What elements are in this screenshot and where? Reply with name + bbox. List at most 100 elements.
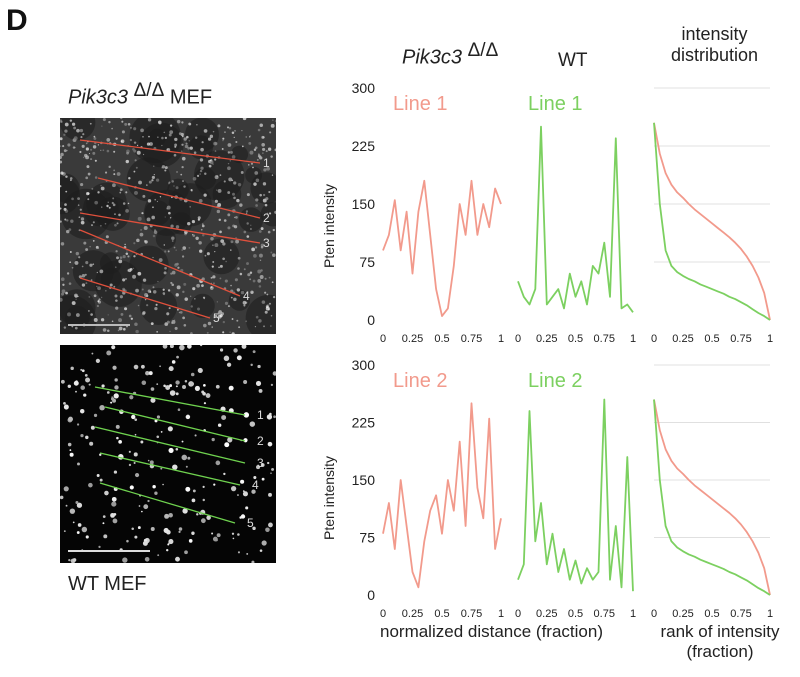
wt-texture-speck <box>189 381 195 387</box>
ko-texture-speck <box>101 125 103 127</box>
ko-texture-speck <box>69 119 73 122</box>
ko-texture-speck <box>214 243 219 248</box>
ko-texture-speck <box>163 244 166 246</box>
ko-texture-dark <box>260 202 276 227</box>
series-line-1 <box>517 125 634 313</box>
wt-texture-speck <box>168 447 174 453</box>
wt-line-number-3: 3 <box>257 456 264 470</box>
wt-texture-speck <box>186 345 192 349</box>
ko-texture-speck <box>188 246 191 249</box>
ko-micrograph-image: 1 2 3 4 5 <box>60 118 276 334</box>
ko-texture-speck <box>262 193 266 197</box>
series-line-1 <box>653 122 771 321</box>
ko-texture-speck <box>66 272 70 275</box>
wt-texture-speck <box>233 348 238 353</box>
ko-texture-speck <box>115 250 118 253</box>
x-tick-label: 0.75 <box>594 608 615 620</box>
ko-texture-speck <box>60 207 62 210</box>
ko-texture-speck <box>169 217 172 219</box>
chart-panel-3: 0 0.25 0.5 0.75 1 <box>651 87 773 345</box>
ko-micrograph-label: Pik3c3 Δ/Δ MEF <box>68 80 212 110</box>
ko-texture-speck <box>164 266 167 270</box>
ko-texture-speck <box>245 212 248 215</box>
x-tick-label: 1 <box>630 608 636 620</box>
ko-texture-speck <box>75 251 80 256</box>
wt-texture-speck <box>168 512 173 518</box>
ko-texture-speck <box>118 318 122 323</box>
ko-texture-speck <box>115 299 118 302</box>
wt-texture-speck <box>181 454 188 461</box>
ko-texture-speck <box>246 222 249 225</box>
ko-texture-speck <box>150 322 154 326</box>
ko-micrograph-label-name: Pik3c3 <box>68 86 129 109</box>
ko-texture-speck <box>78 229 81 232</box>
ko-texture-speck <box>181 143 184 146</box>
ko-line-5 <box>79 277 211 319</box>
ko-texture-speck <box>90 313 93 316</box>
ko-texture-speck <box>217 124 221 128</box>
wt-texture-speck <box>178 527 183 531</box>
ko-texture-speck <box>216 189 218 191</box>
ko-texture-speck <box>157 136 159 139</box>
wt-texture-speck <box>167 543 170 546</box>
ko-texture-speck <box>97 300 100 303</box>
wt-texture-speck <box>114 385 119 390</box>
ko-texture-speck <box>243 304 246 307</box>
ko-texture-speck <box>144 240 148 244</box>
ko-texture-speck <box>142 278 147 282</box>
wt-texture-speck <box>126 539 129 543</box>
wt-texture-speck <box>113 393 119 399</box>
ko-texture-speck <box>124 122 128 126</box>
ko-texture-speck <box>74 326 78 330</box>
wt-texture-speck <box>70 366 74 371</box>
y-tick-label: 300 <box>352 80 376 96</box>
ko-texture-speck <box>126 151 129 155</box>
ko-texture-speck <box>225 260 227 263</box>
ko-texture-speck <box>179 311 183 314</box>
ko-texture-speck <box>231 131 235 135</box>
ko-texture-speck <box>212 244 214 246</box>
ko-texture-speck <box>104 171 108 174</box>
wt-texture-speck <box>67 384 72 388</box>
wt-texture-speck <box>252 350 256 354</box>
ko-line-number-2: 2 <box>263 211 270 225</box>
ko-texture-speck <box>92 145 97 149</box>
ko-texture-speck <box>115 306 119 310</box>
ko-texture-speck <box>152 290 157 294</box>
ko-texture-speck <box>114 213 116 215</box>
ko-texture-speck <box>180 150 183 153</box>
wt-texture-speck <box>133 364 139 370</box>
ko-texture-speck <box>182 290 185 294</box>
ko-texture-speck <box>257 269 262 274</box>
ko-texture-speck <box>212 275 216 279</box>
ko-texture-speck <box>87 172 91 176</box>
ko-texture-speck <box>174 326 178 330</box>
ko-texture-speck <box>243 230 247 234</box>
wt-texture-speck <box>190 372 195 377</box>
ko-micrograph: 1 2 3 4 5 <box>60 118 276 334</box>
ko-texture-speck <box>71 122 76 126</box>
ko-texture-speck <box>222 242 226 246</box>
ko-texture-speck <box>89 263 93 267</box>
ko-texture-dark <box>139 122 184 168</box>
ko-texture-speck <box>92 221 95 224</box>
ko-texture-speck <box>93 137 97 140</box>
x-tick-label: 0 <box>651 333 657 345</box>
wt-texture-speck <box>79 408 85 414</box>
ko-texture-speck <box>142 153 145 156</box>
ko-texture-speck <box>164 166 168 170</box>
ko-texture-speck <box>66 149 68 152</box>
ko-texture-speck <box>186 135 189 139</box>
ko-texture-speck <box>236 319 239 322</box>
ko-texture-speck <box>241 129 243 132</box>
x-tick-label: 0.25 <box>672 333 693 345</box>
ko-texture-speck <box>97 247 100 249</box>
x-tick-label: 0.75 <box>594 333 615 345</box>
ko-texture-speck <box>219 314 223 318</box>
ko-texture-speck <box>81 265 84 268</box>
ko-texture-speck <box>60 242 65 246</box>
ko-texture-speck <box>118 213 121 217</box>
wt-texture-speck <box>131 414 136 420</box>
ko-texture-speck <box>190 332 193 334</box>
ko-texture-speck <box>112 203 116 207</box>
